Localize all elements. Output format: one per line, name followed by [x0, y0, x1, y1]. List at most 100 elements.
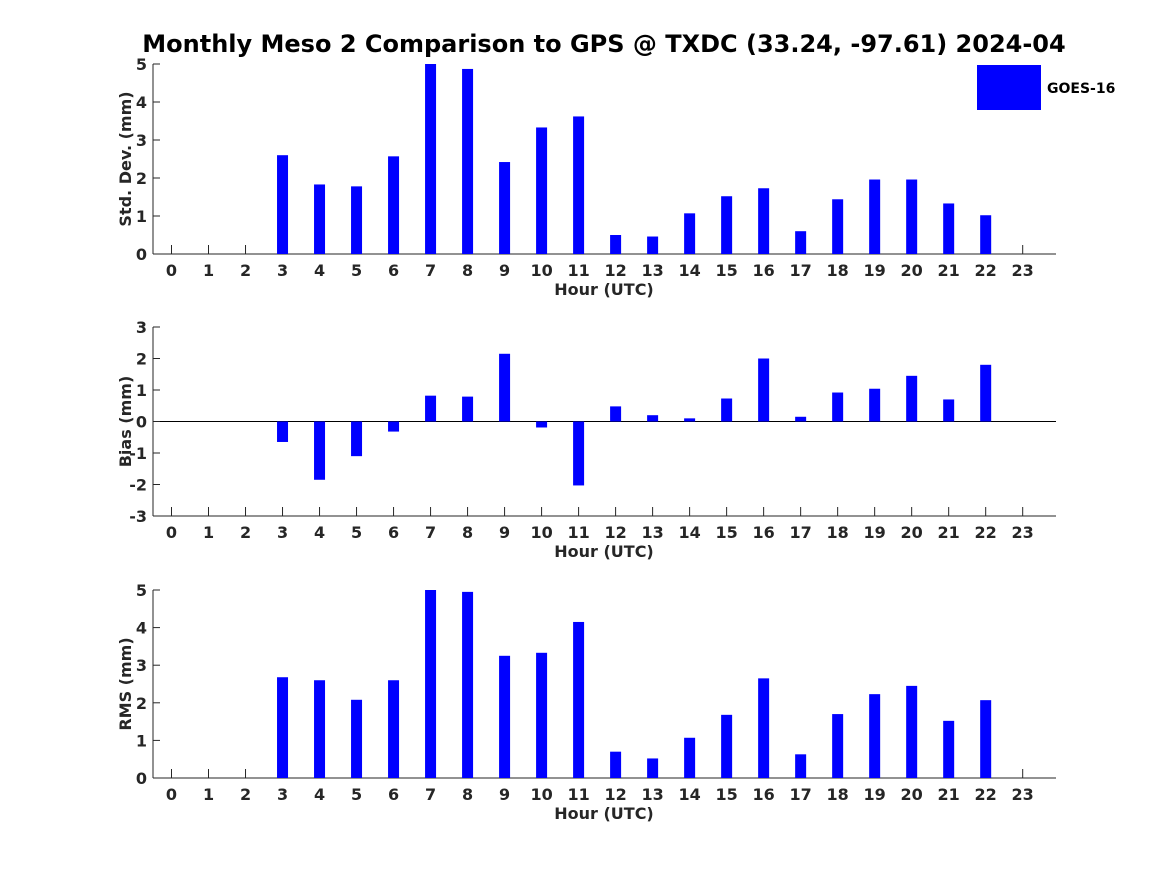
- bar-hour-8: [462, 396, 474, 422]
- y-tick-label: 2: [136, 169, 147, 188]
- y-tick-label: 3: [136, 656, 147, 675]
- bar-hour-12: [610, 406, 622, 422]
- x-tick-label: 0: [166, 261, 177, 280]
- x-tick-label: 11: [567, 261, 589, 280]
- bar-hour-11: [573, 621, 585, 778]
- x-tick-label: 19: [864, 523, 886, 542]
- bar-hour-8: [462, 591, 474, 778]
- y-tick-label: 2: [136, 350, 147, 369]
- bar-hour-7: [425, 64, 437, 254]
- bar-hour-10: [536, 421, 548, 428]
- x-tick-label: 2: [240, 785, 251, 804]
- bar-hour-22: [980, 364, 992, 422]
- bar-hour-21: [943, 399, 955, 422]
- x-tick-label: 7: [425, 261, 436, 280]
- x-tick-label: 12: [604, 785, 626, 804]
- bar-hour-21: [943, 720, 955, 778]
- bar-hour-3: [277, 155, 289, 254]
- bar-hour-14: [684, 737, 696, 778]
- y-tick-label: 1: [136, 207, 147, 226]
- bar-hour-5: [351, 186, 363, 254]
- x-axis-label: Hour (UTC): [554, 542, 654, 561]
- bar-hour-17: [795, 231, 807, 254]
- bar-hour-22: [980, 700, 992, 778]
- bar-hour-20: [906, 685, 918, 778]
- x-tick-label: 17: [790, 523, 812, 542]
- x-tick-label: 10: [530, 523, 552, 542]
- legend-label: GOES-16: [1047, 81, 1115, 97]
- x-tick-label: 18: [827, 261, 849, 280]
- y-tick-label: 5: [136, 581, 147, 600]
- x-tick-label: 5: [351, 261, 362, 280]
- y-axis-label: Std. Dev. (mm): [116, 91, 135, 226]
- x-tick-label: 3: [277, 523, 288, 542]
- y-tick-label: 0: [136, 769, 147, 788]
- x-tick-label: 23: [1012, 261, 1034, 280]
- y-tick-label: -2: [129, 476, 147, 495]
- bar-hour-4: [314, 421, 326, 480]
- bar-hour-5: [351, 699, 363, 778]
- x-tick-label: 14: [678, 261, 700, 280]
- x-tick-label: 11: [567, 523, 589, 542]
- bar-hour-16: [758, 358, 770, 422]
- x-tick-label: 8: [462, 261, 473, 280]
- x-tick-label: 14: [678, 523, 700, 542]
- x-tick-label: 0: [166, 523, 177, 542]
- x-tick-label: 8: [462, 523, 473, 542]
- y-tick-label: 5: [136, 55, 147, 74]
- bar-hour-17: [795, 754, 807, 778]
- bar-hour-7: [425, 590, 437, 778]
- x-tick-label: 14: [678, 785, 700, 804]
- x-tick-label: 9: [499, 523, 510, 542]
- y-tick-label: -1: [129, 444, 147, 463]
- y-tick-label: 3: [136, 318, 147, 337]
- y-tick-label: -3: [129, 507, 147, 526]
- x-tick-label: 6: [388, 523, 399, 542]
- chart-title: Monthly Meso 2 Comparison to GPS @ TXDC …: [142, 30, 1065, 58]
- x-tick-label: 5: [351, 523, 362, 542]
- bar-hour-9: [499, 162, 511, 254]
- x-tick-label: 15: [715, 523, 737, 542]
- bar-hour-19: [869, 179, 881, 254]
- x-tick-label: 13: [641, 261, 663, 280]
- x-tick-label: 22: [975, 523, 997, 542]
- bar-hour-6: [388, 421, 400, 432]
- x-tick-label: 11: [567, 785, 589, 804]
- y-axis-label: Bias (mm): [116, 376, 135, 468]
- bar-hour-20: [906, 179, 918, 254]
- y-tick-label: 4: [136, 619, 147, 638]
- bar-hour-4: [314, 680, 326, 778]
- x-tick-label: 6: [388, 261, 399, 280]
- legend-swatch: [977, 65, 1041, 110]
- x-tick-label: 6: [388, 785, 399, 804]
- bar-hour-19: [869, 388, 881, 422]
- x-tick-label: 21: [938, 785, 960, 804]
- x-tick-label: 2: [240, 523, 251, 542]
- x-tick-label: 22: [975, 785, 997, 804]
- y-tick-label: 0: [136, 245, 147, 264]
- bar-hour-3: [277, 677, 289, 778]
- x-tick-label: 13: [641, 785, 663, 804]
- x-tick-label: 17: [790, 785, 812, 804]
- x-axis-label: Hour (UTC): [554, 804, 654, 823]
- x-tick-label: 23: [1012, 523, 1034, 542]
- x-tick-label: 16: [753, 785, 775, 804]
- x-tick-label: 18: [827, 523, 849, 542]
- x-tick-label: 4: [314, 785, 325, 804]
- bar-hour-12: [610, 235, 622, 254]
- x-tick-label: 8: [462, 785, 473, 804]
- x-tick-label: 13: [641, 523, 663, 542]
- bar-hour-6: [388, 156, 400, 254]
- bar-hour-22: [980, 215, 992, 254]
- x-tick-label: 16: [753, 523, 775, 542]
- x-tick-label: 1: [203, 261, 214, 280]
- bar-hour-16: [758, 188, 770, 254]
- x-tick-label: 10: [530, 785, 552, 804]
- bar-hour-8: [462, 68, 474, 254]
- bar-hour-14: [684, 213, 696, 254]
- legend: GOES-16: [977, 65, 1115, 110]
